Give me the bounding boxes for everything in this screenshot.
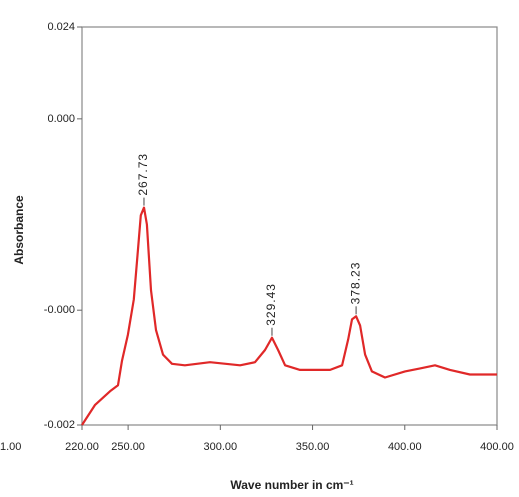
x-tick-label: 250.00 — [111, 441, 145, 453]
peak-label: 329.43 — [264, 283, 278, 326]
peak-label: 267.73 — [136, 153, 150, 196]
y-axis-label: Absorbance — [12, 195, 26, 265]
y-tick-label: 0.000 — [47, 113, 75, 125]
y-tick-label: -0.002 — [44, 419, 75, 431]
spectrum-line — [81, 206, 497, 426]
plot-frame — [81, 26, 498, 426]
edge-label: 1.00 — [0, 441, 21, 453]
peak-label: 378.23 — [348, 262, 362, 305]
x-tick-label: 220.00 — [65, 441, 99, 453]
x-tick-label: 300.00 — [204, 441, 238, 453]
x-tick-label: 400.00 — [480, 441, 514, 453]
x-tick-label: 400.00 — [388, 441, 422, 453]
x-axis-label: Wave number in cm⁻¹ — [230, 478, 353, 492]
y-tick-label: 0.024 — [47, 21, 75, 33]
x-tick-label: 350.00 — [296, 441, 330, 453]
y-tick-label: -0.000 — [44, 304, 75, 316]
